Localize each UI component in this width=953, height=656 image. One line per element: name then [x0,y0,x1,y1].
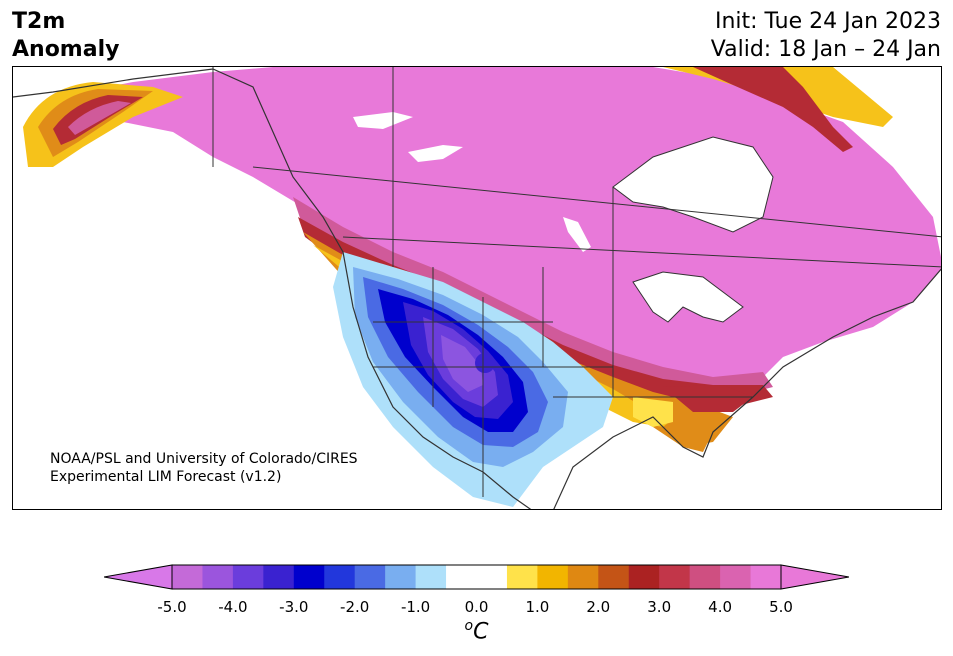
map-panel: NOAA/PSL and University of Colorado/CIRE… [12,66,942,510]
colorbar-cell [232,565,264,589]
colorbar-cell [415,565,447,589]
valid-range: Valid: 18 Jan – 24 Jan [710,37,941,62]
southeast-red [663,385,753,412]
colorbar-cell [567,565,599,589]
colorbar-cell [506,565,538,589]
warm-band-magenta [293,197,773,402]
colorbar-cell [293,565,325,589]
colorbar-unit: oC [0,618,953,644]
borders [212,67,941,497]
cold-lavender [441,335,483,392]
colorbar-tick-label: 4.0 [708,598,733,616]
colorbar-tick-label: 5.0 [769,598,793,616]
colorbar-cell [628,565,660,589]
plot-title: T2m Anomaly [12,8,119,64]
credit-line-1: NOAA/PSL and University of Colorado/CIRE… [50,451,358,467]
coastline [13,68,941,509]
colorbar [104,564,849,590]
colorbar-cell [202,565,234,589]
gulf-paleyellow [633,397,673,427]
colorbar-tick-label: 1.0 [525,598,550,616]
unit-degree: o [464,618,474,634]
colorbar-cell [354,565,386,589]
colorbar-cell [659,565,691,589]
colorbar-cell [720,565,752,589]
great-bear-lake [353,112,413,129]
colorbar-tick-label: 3.0 [647,598,672,616]
colorbar-tick-label: -1.0 [400,598,431,616]
data-credit: NOAA/PSL and University of Colorado/CIRE… [50,450,358,486]
forecast-dates: Init: Tue 24 Jan 2023 Valid: 18 Jan – 24… [711,8,941,64]
greenland-red [693,67,853,152]
colorbar-tick-label: -4.0 [218,598,248,616]
colorbar-tick-label: 0.0 [464,598,489,616]
anomaly-map [13,67,941,509]
colorbar-cell [689,565,721,589]
title-variable: T2m [12,9,66,34]
colorbar-over-arrow [780,564,849,590]
cold-core [475,353,495,373]
colorbar-cell [446,565,477,589]
colorbar-tick-label: -5.0 [157,598,187,616]
colorbar-cell [263,565,295,589]
colorbar-cell [537,565,569,589]
colorbar-tick-label: 2.0 [586,598,611,616]
colorbar-under-arrow [104,564,173,590]
hudson-bay [612,136,774,233]
colorbar-tick-label: -3.0 [279,598,309,616]
great-slave-lake [408,145,463,162]
colorbar-outline [171,564,782,590]
unit-letter: C [473,619,489,645]
colorbar-cell [172,565,203,589]
colorbar-cells [172,565,782,589]
great-lakes [632,271,744,323]
init-date: Init: Tue 24 Jan 2023 [714,9,941,34]
colorbar-cell [385,565,417,589]
colorbar-ticks: -5.0 -4.0 -3.0 -2.0 -1.0 0.0 1.0 2.0 3.0 4.0 5.0 [0,598,953,618]
colorbar-cell [750,565,782,589]
credit-line-2: Experimental LIM Forecast (v1.2) [50,469,282,485]
florida-orange [663,407,713,452]
colorbar-tick-label: -2.0 [340,598,370,616]
colorbar-cell [476,565,508,589]
alaska-magenta [68,101,131,135]
colorbar-cell [598,565,630,589]
colorbar-cell [324,565,356,589]
title-quantity: Anomaly [12,37,120,62]
lake-winnipeg [563,217,591,252]
